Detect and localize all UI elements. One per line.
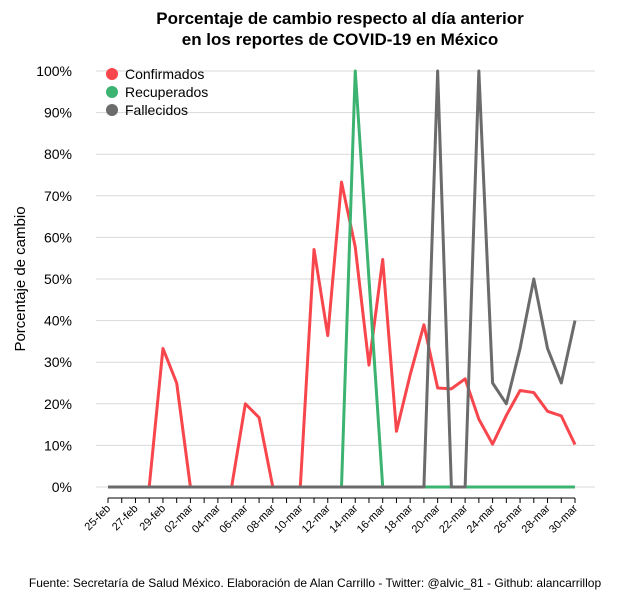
y-tick-label: 40% xyxy=(44,313,72,329)
y-tick-label: 30% xyxy=(44,354,72,370)
y-tick-label: 20% xyxy=(44,396,72,412)
x-tick-label: 20-mar xyxy=(410,502,443,535)
legend-marker xyxy=(106,86,118,98)
series-line xyxy=(108,180,577,489)
x-tick-label: 28-mar xyxy=(520,502,553,535)
x-tick-label: 26-mar xyxy=(492,502,525,535)
legend-label: Recuperados xyxy=(125,84,208,100)
x-tick-label: 16-mar xyxy=(355,502,388,535)
legend-label: Confirmados xyxy=(125,66,204,82)
y-tick-label: 90% xyxy=(44,105,72,121)
x-tick-label: 02-mar xyxy=(162,502,195,535)
x-tick-label: 08-mar xyxy=(245,502,278,535)
x-tick-label: 27-feb xyxy=(110,503,141,534)
x-tick-label: 25-feb xyxy=(83,503,114,534)
y-tick-label: 70% xyxy=(44,188,72,204)
y-tick-label: 10% xyxy=(44,437,72,453)
x-tick-label: 12-mar xyxy=(300,502,333,535)
x-tick-label: 14-mar xyxy=(327,502,360,535)
chart-title: en los reportes de COVID-19 en México xyxy=(182,30,498,49)
legend-marker xyxy=(106,104,118,116)
y-tick-label: 50% xyxy=(44,271,72,287)
chart-title: Porcentaje de cambio respecto al día ant… xyxy=(156,9,524,28)
y-tick-label: 80% xyxy=(44,146,72,162)
x-tick-label: 22-mar xyxy=(437,502,470,535)
source-note: Fuente: Secretaría de Salud México. Elab… xyxy=(29,576,602,590)
y-tick-label: 60% xyxy=(44,229,72,245)
y-axis-label: Porcentaje de cambio xyxy=(12,206,29,351)
x-tick-label: 06-mar xyxy=(217,502,250,535)
series-line xyxy=(108,69,577,489)
x-tick-label: 04-mar xyxy=(190,502,223,535)
y-tick-label: 100% xyxy=(36,63,72,79)
x-tick-label: 24-mar xyxy=(465,502,498,535)
y-tick-label: 0% xyxy=(52,479,72,495)
x-tick-label: 18-mar xyxy=(382,502,415,535)
legend-label: Fallecidos xyxy=(125,102,188,118)
x-tick-label: 30-mar xyxy=(547,502,580,535)
x-tick-label: 10-mar xyxy=(272,502,305,535)
legend-marker xyxy=(106,68,118,80)
